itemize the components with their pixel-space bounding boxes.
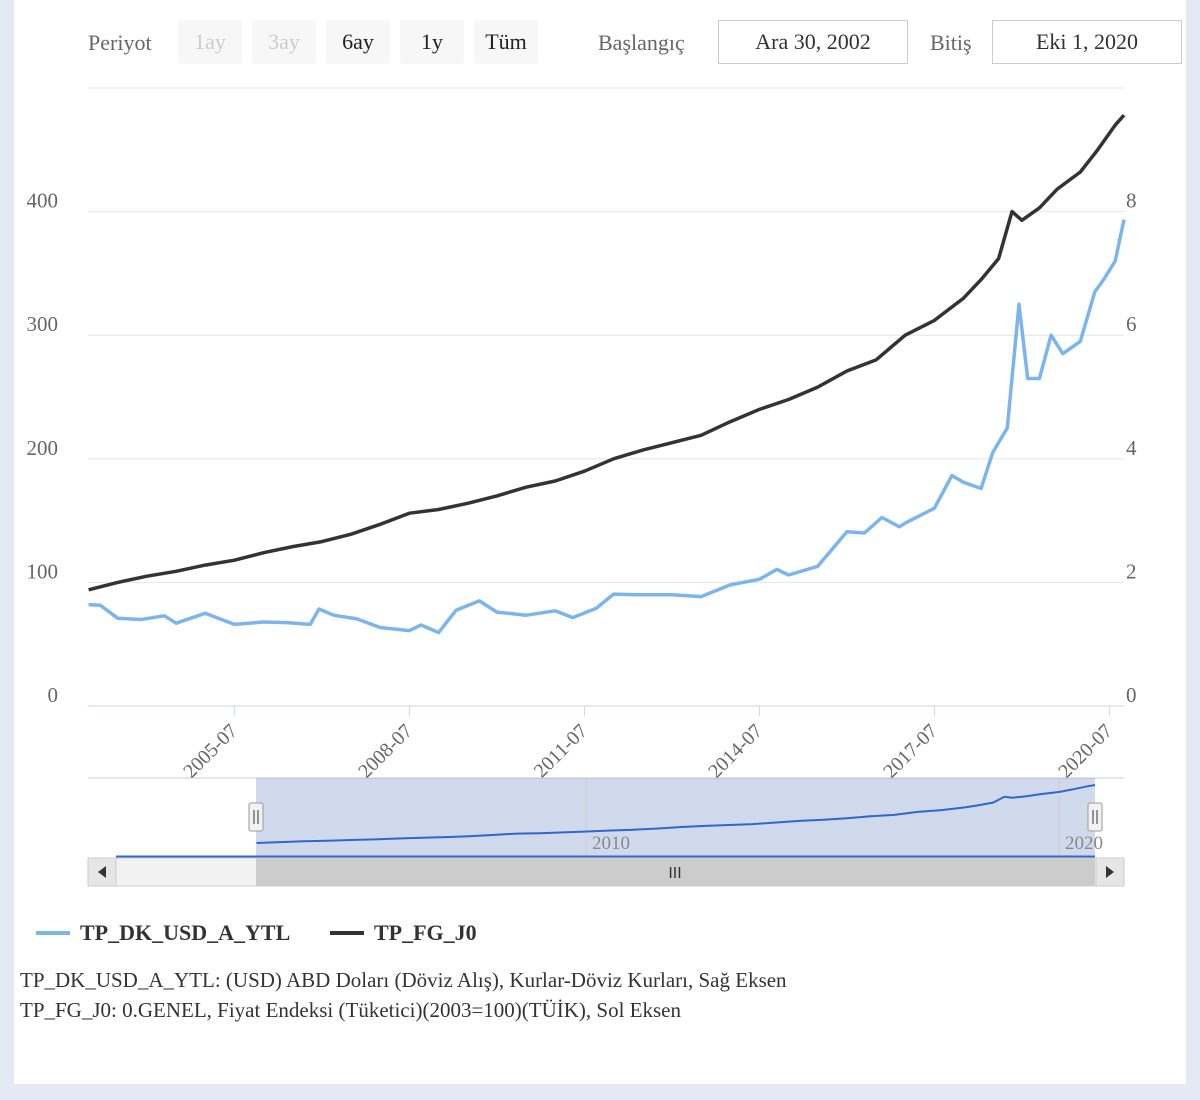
- x-tick-label: 2011-07: [530, 720, 592, 782]
- legend-swatch-usd: [36, 931, 70, 935]
- scrollbar-thumb[interactable]: [256, 858, 1095, 886]
- legend-item-usd[interactable]: TP_DK_USD_A_YTL: [36, 920, 290, 946]
- navigator-tick-label: 2010: [592, 833, 630, 854]
- x-tick-label: 2017-07: [879, 720, 942, 783]
- legend-label-cpi: TP_FG_J0: [374, 920, 477, 945]
- y-right-tick-label: 6: [1126, 312, 1137, 336]
- end-date-input[interactable]: Eki 1, 2020: [992, 20, 1182, 64]
- legend-label-usd: TP_DK_USD_A_YTL: [80, 920, 291, 945]
- series-description-cpi: TP_FG_J0: 0.GENEL, Fiyat Endeksi (Tüketi…: [20, 998, 682, 1022]
- chart-panel: [14, 0, 1186, 1084]
- navigator-handle-left[interactable]: [248, 802, 264, 832]
- range-button-1y[interactable]: 1y: [400, 20, 464, 64]
- scroll-right-icon: [1106, 866, 1114, 878]
- y-right-tick-label: 8: [1126, 189, 1137, 213]
- navigator-handle-right[interactable]: [1087, 802, 1103, 832]
- y-left-tick-label: 0: [48, 683, 59, 707]
- range-button-6m[interactable]: 6ay: [326, 20, 390, 64]
- start-date-input[interactable]: Ara 30, 2002: [718, 20, 908, 64]
- navigator-tick-label: 2020: [1065, 833, 1103, 854]
- range-button-1m[interactable]: 1ay: [178, 20, 242, 64]
- legend-item-cpi[interactable]: TP_FG_J0: [330, 920, 477, 946]
- y-right-tick-label: 2: [1126, 559, 1137, 583]
- navigator-series-line: [256, 784, 1096, 844]
- range-button-3m[interactable]: 3ay: [252, 20, 316, 64]
- x-tick-label: 2014-07: [704, 720, 767, 783]
- x-tick-label: 2020-07: [1054, 720, 1117, 783]
- x-tick-label: 2005-07: [179, 720, 242, 783]
- start-date-label: Başlangıç: [598, 30, 685, 55]
- y-left-tick-label: 400: [27, 189, 59, 213]
- series-description-usd: TP_DK_USD_A_YTL: (USD) ABD Doları (Döviz…: [20, 968, 787, 992]
- y-right-tick-label: 0: [1126, 683, 1137, 707]
- range-button-all[interactable]: Tüm: [474, 20, 538, 64]
- scrollbar-grip: III: [668, 865, 681, 882]
- end-date-label: Bitiş: [930, 30, 972, 55]
- x-tick-label: 2008-07: [354, 720, 417, 783]
- y-left-tick-label: 300: [27, 312, 59, 336]
- period-label: Periyot: [88, 30, 152, 55]
- series-line-tp-fg-j0: [88, 114, 1126, 592]
- y-left-tick-label: 100: [27, 559, 59, 583]
- legend-swatch-cpi: [330, 931, 364, 935]
- navigator-selection-mask[interactable]: [256, 778, 1095, 857]
- y-right-tick-label: 4: [1126, 436, 1137, 460]
- series-line-tp-dk-usd-a-ytl: [88, 219, 1126, 635]
- y-left-tick-label: 200: [27, 436, 59, 460]
- scroll-left-icon: [98, 866, 106, 878]
- line-chart: 0 0 100 2 200 4 300 6 400 8 2005-07 2008-07 2011-07 2…: [27, 87, 1137, 887]
